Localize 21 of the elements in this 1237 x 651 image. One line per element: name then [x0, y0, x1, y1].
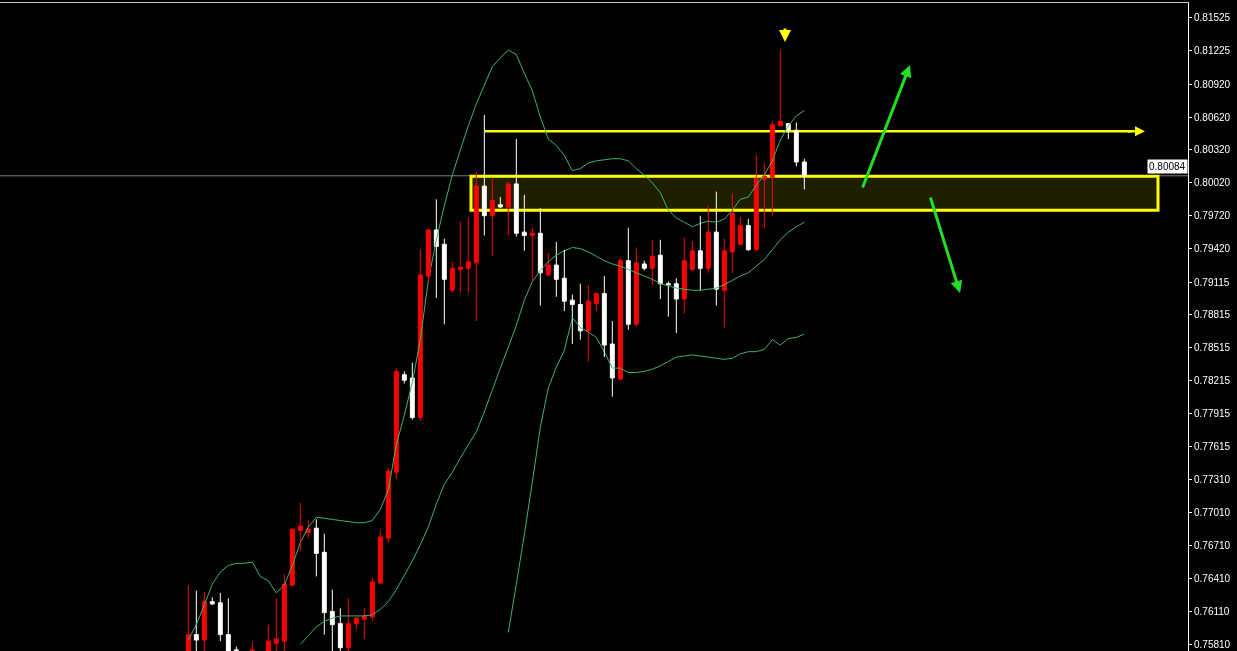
y-tick-label: 0.79115: [1194, 276, 1230, 288]
y-tick-label: 0.80920: [1194, 78, 1231, 90]
y-tick-label: 0.75810: [1194, 638, 1231, 650]
ref-line-label: 0.80084: [1149, 161, 1186, 172]
y-tick-label: 0.77615: [1194, 441, 1231, 453]
y-tick-label: 0.80020: [1194, 177, 1231, 189]
y-tick-label: 0.78815: [1194, 309, 1231, 321]
y-tick-label: 0.81225: [1194, 45, 1231, 57]
y-tick-label: 0.78515: [1194, 342, 1231, 354]
y-tick-label: 0.77310: [1194, 474, 1231, 486]
y-tick-label: 0.80320: [1194, 144, 1231, 156]
y-tick-label: 0.81525: [1194, 12, 1231, 24]
y-tick-label: 0.77915: [1194, 408, 1231, 420]
y-tick-label: 0.79720: [1194, 210, 1231, 222]
y-tick-label: 0.79420: [1194, 243, 1231, 255]
y-tick-label: 0.78215: [1194, 375, 1231, 387]
y-tick-label: 0.76710: [1194, 540, 1231, 552]
y-tick-label: 0.76110: [1194, 606, 1230, 618]
y-tick-label: 0.77010: [1194, 507, 1231, 519]
y-tick-label: 0.80620: [1194, 111, 1231, 123]
y-tick-label: 0.76410: [1194, 573, 1231, 585]
